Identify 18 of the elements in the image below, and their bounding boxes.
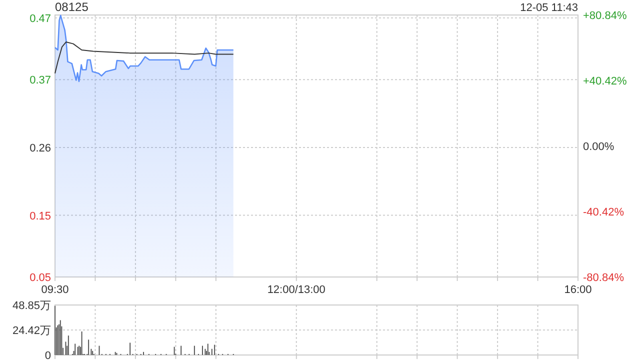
ytick: 0.05	[30, 272, 51, 284]
y2tick: -40.42%	[583, 206, 624, 218]
xtick: 16:00	[564, 284, 592, 296]
ytick: 24.42万	[12, 325, 51, 337]
y2tick: -80.84%	[583, 272, 624, 284]
ytick: 0.15	[30, 210, 51, 222]
ytick: 0.26	[30, 142, 51, 154]
xtick: 12:00/13:00	[267, 284, 326, 296]
y2tick: 0.00%	[583, 141, 614, 153]
ytick: 48.85万	[12, 300, 51, 312]
ytick: 0.47	[30, 12, 51, 25]
annotation: 12-05 11:43	[520, 2, 578, 14]
y2tick: +40.42%	[583, 76, 627, 88]
y2tick: +80.84%	[583, 10, 627, 22]
ytick: 0.37	[30, 74, 51, 87]
xtick: 09:30	[41, 284, 69, 296]
title: 08125	[55, 0, 88, 14]
ytick: 0	[44, 350, 51, 360]
